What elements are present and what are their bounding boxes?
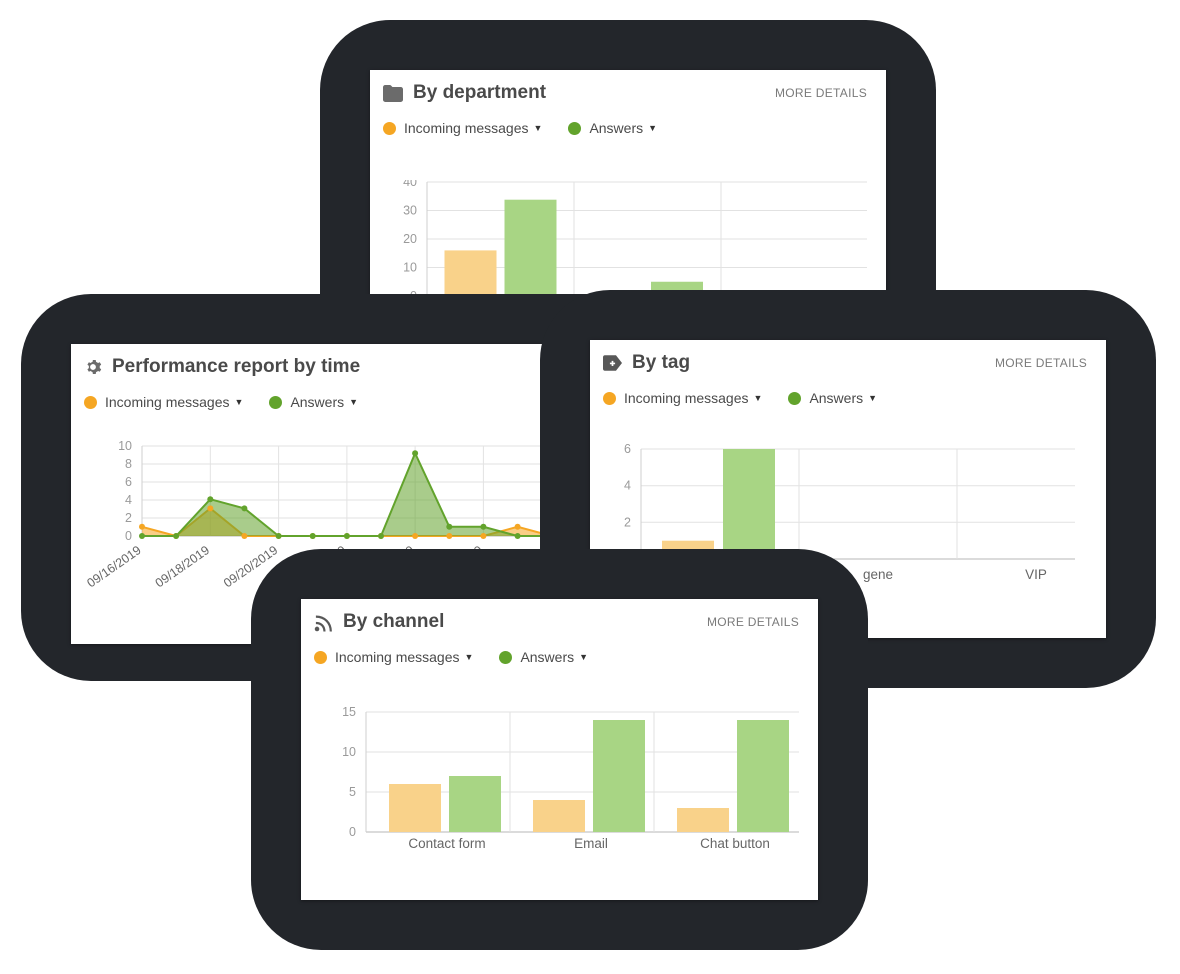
svg-text:20: 20 xyxy=(403,232,417,246)
svg-text:Chat button: Chat button xyxy=(700,836,770,851)
svg-text:6: 6 xyxy=(125,475,132,489)
svg-text:10: 10 xyxy=(403,261,417,275)
svg-text:gene: gene xyxy=(863,567,893,582)
svg-text:15: 15 xyxy=(342,705,356,719)
svg-text:10: 10 xyxy=(118,439,132,453)
svg-text:09/16/2019: 09/16/2019 xyxy=(84,543,143,590)
svg-text:2: 2 xyxy=(125,511,132,525)
svg-text:6: 6 xyxy=(624,442,631,456)
svg-text:4: 4 xyxy=(624,479,631,493)
svg-text:40: 40 xyxy=(403,180,417,189)
svg-text:0: 0 xyxy=(125,529,132,543)
svg-text:5: 5 xyxy=(349,785,356,799)
svg-text:Email: Email xyxy=(574,836,608,851)
svg-text:10: 10 xyxy=(342,745,356,759)
svg-text:09/18/2019: 09/18/2019 xyxy=(153,543,212,590)
svg-text:4: 4 xyxy=(125,493,132,507)
svg-text:30: 30 xyxy=(403,204,417,218)
svg-text:0: 0 xyxy=(349,825,356,839)
svg-text:VIP: VIP xyxy=(1025,567,1047,582)
svg-text:8: 8 xyxy=(125,457,132,471)
svg-text:2: 2 xyxy=(624,515,631,529)
svg-text:Contact form: Contact form xyxy=(408,836,485,851)
